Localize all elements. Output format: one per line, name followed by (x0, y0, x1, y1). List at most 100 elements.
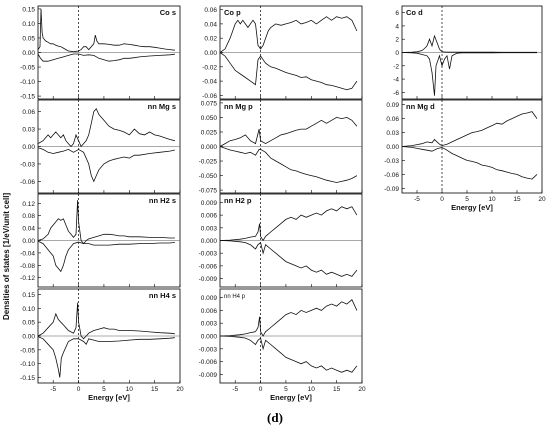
panel-4: 0.06 0.04 0.02 0.00 -0.02 -0.04 -0.06 Co p (202, 5, 363, 100)
x-axis-label: Energy [eV] (270, 393, 312, 402)
y-tick-label: -0.009 (199, 372, 218, 379)
y-tick-label: -0.04 (20, 250, 35, 257)
series-spin-up-line (37, 302, 175, 340)
x-tick-label: 0 (440, 196, 444, 203)
x-axis-label: Energy [eV] (451, 203, 493, 212)
series-spin-down-line (37, 147, 175, 183)
y-tick-label: -0.12 (20, 275, 35, 282)
series-spin-up-line (37, 8, 175, 53)
y-tick-label: 2 (395, 37, 399, 44)
y-tick-label: 0.06 (204, 7, 217, 14)
panel-2: 0.12 0.08 0.04 0.00 -0.04 -0.08 -0.12 nn H2 s (20, 193, 181, 288)
panel-6: 0.009 0.006 0.003 0.000 -0.003 -0.006 -0.009 nn… (199, 193, 363, 288)
y-tick-label: 0.075 (201, 100, 218, 107)
panel-5: 0.075 0.050 0.025 0.000 -0.025 -0.050 -0.075 nn… (199, 99, 363, 195)
y-tick-label: 0.009 (201, 295, 218, 302)
y-tick-label: 0.04 (22, 226, 35, 233)
x-tick-label: 20 (176, 386, 184, 393)
y-tick-label: -0.15 (20, 375, 35, 382)
y-axis-label-text: Densities of states [1/eV/unit cell] (2, 192, 11, 320)
y-tick-label: 0.12 (22, 201, 35, 208)
y-tick-label: -2 (393, 63, 399, 70)
y-tick-label: 6 (395, 10, 399, 17)
panel-0: 0.15 0.10 0.05 0.00 -0.05 -0.10 -0.15 Co s (20, 5, 181, 101)
y-tick-label: 0.000 (201, 334, 218, 341)
y-tick-label: -0.003 (199, 346, 218, 353)
x-tick-label: 5 (102, 386, 106, 393)
panel-title: nn Mg s (148, 102, 176, 111)
series-spin-down-line (219, 52, 358, 91)
x-tick-label: 0 (77, 386, 81, 393)
y-tick-label: -0.06 (384, 172, 399, 179)
y-tick-label: -4 (393, 77, 399, 84)
y-tick-label: -0.03 (384, 158, 399, 165)
series-spin-down-line (401, 52, 537, 96)
panel-1: 0.06 0.03 0.00 -0.03 -0.06 nn Mg s (20, 99, 181, 194)
series-spin-down-line (37, 53, 175, 62)
y-tick-label: 0.00 (22, 238, 35, 245)
series-spin-up-line (401, 111, 538, 147)
y-tick-label: 0.04 (204, 21, 217, 28)
panel-title: nn H4 s (149, 291, 176, 300)
y-tick-label: -0.15 (20, 94, 35, 101)
series-spin-down-line (219, 240, 358, 277)
series-spin-down-line (219, 146, 358, 183)
panel-8: 6 4 2 0 -2 -4 -6 Co d (393, 5, 543, 100)
x-axis-label: Energy [eV] (88, 393, 130, 402)
x-tick-label: -5 (50, 386, 56, 393)
panel-title: nn H4 p (224, 294, 246, 300)
y-tick-label: -0.06 (20, 179, 35, 186)
y-tick-label: 0.00 (386, 144, 399, 151)
y-tick-label: -0.025 (199, 159, 218, 166)
series-spin-up-line (37, 200, 175, 245)
panel-title: nn H2 p (224, 196, 252, 205)
y-tick-label: 0.15 (22, 292, 35, 299)
y-tick-label: 0.06 (22, 109, 35, 116)
panel-9: 0.09 0.06 0.03 0.00 -0.03 -0.06 -0.09 -5 0 5 10 15 2… (384, 99, 546, 212)
y-tick-label: 4 (395, 23, 399, 30)
y-tick-label: -0.006 (199, 263, 218, 270)
y-tick-label: -0.02 (202, 64, 217, 71)
y-tick-label: 0.03 (22, 127, 35, 134)
x-tick-label: 0 (259, 386, 263, 393)
y-tick-label: -0.006 (199, 359, 218, 366)
panel-title: nn Mg p (224, 102, 253, 111)
y-tick-label: -0.050 (199, 173, 218, 180)
series-spin-up-line (219, 16, 358, 53)
y-tick-label: 0.10 (22, 21, 35, 28)
y-tick-label: 0.006 (201, 308, 218, 315)
y-tick-label: 0.06 (386, 116, 399, 123)
y-tick-label: 0.00 (204, 50, 217, 57)
series-spin-down-line (37, 336, 175, 378)
y-tick-label: 0 (395, 50, 399, 57)
y-tick-label: -0.05 (20, 347, 35, 354)
x-tick-label: 5 (465, 196, 469, 203)
y-tick-label: 0.000 (201, 144, 218, 151)
y-tick-label: 0.000 (201, 238, 218, 245)
series-spin-up-line (401, 34, 537, 53)
y-tick-label: 0.009 (201, 200, 218, 207)
y-tick-label: 0.050 (201, 115, 218, 122)
x-tick-label: 20 (538, 196, 546, 203)
y-tick-label: 0.00 (22, 50, 35, 57)
y-tick-label: 0.10 (22, 306, 35, 313)
y-tick-label: 0.003 (201, 225, 218, 232)
panel-title: nn H2 s (149, 196, 176, 205)
y-tick-label: -0.04 (202, 79, 217, 86)
figure-caption: (d) (267, 410, 283, 425)
panel-7: 0.009 0.006 0.003 0.000 -0.003 -0.006 -0.009 -5… (199, 288, 366, 402)
x-tick-label: 10 (126, 386, 134, 393)
series-spin-down-line (401, 146, 538, 180)
x-tick-label: 5 (284, 386, 288, 393)
x-tick-label: 10 (488, 196, 496, 203)
panel-title: nn Mg d (406, 102, 435, 111)
y-tick-label: 0.025 (201, 129, 218, 136)
y-tick-label: -0.05 (20, 65, 35, 72)
series-spin-up-line (219, 206, 358, 242)
y-tick-label: 0.05 (22, 35, 35, 42)
panel-3: 0.15 0.10 0.05 0.00 -0.05 -0.10 -0.15 -5 0 5 10 15 2… (20, 288, 184, 402)
y-tick-label: -0.03 (20, 161, 35, 168)
x-tick-label: 15 (333, 386, 341, 393)
y-tick-label: 0.006 (201, 213, 218, 220)
